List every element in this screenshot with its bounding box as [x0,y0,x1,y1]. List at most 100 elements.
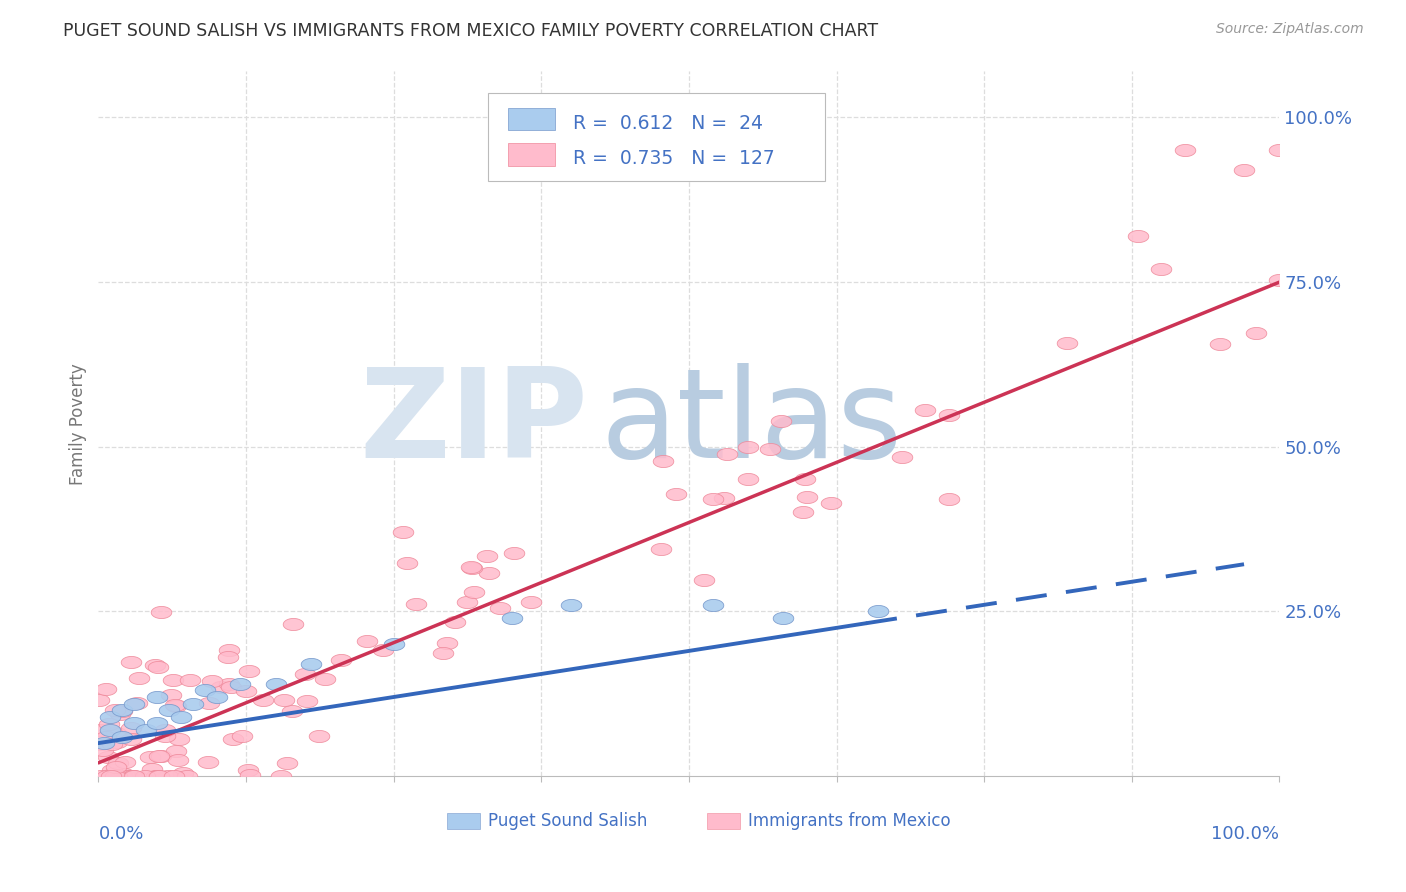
Point [166,753,188,767]
Bar [508,144,555,166]
Bar [508,108,555,130]
Point [314,672,336,686]
Point [111,704,134,718]
Point [1209,336,1232,351]
Y-axis label: Family Poverty: Family Poverty [69,363,87,484]
Point [165,744,187,758]
Point [219,681,242,695]
Point [104,703,127,717]
Point [460,560,482,574]
Point [98,723,121,737]
Point [148,769,170,783]
Point [122,769,145,783]
Point [503,546,526,560]
Point [149,748,172,763]
Point [737,440,759,454]
Point [461,561,484,575]
Point [713,491,735,505]
Point [308,729,330,743]
Point [104,769,127,783]
Point [122,716,145,731]
Point [141,762,163,776]
Point [90,723,112,737]
Point [329,653,352,667]
Text: 0.0%: 0.0% [98,825,143,843]
Point [103,769,125,783]
Point [252,693,274,707]
Point [436,636,458,650]
Point [758,442,780,456]
FancyBboxPatch shape [488,93,825,180]
Point [231,729,253,743]
Point [1056,335,1078,350]
Text: 100.0%: 100.0% [1212,825,1279,843]
Point [98,710,121,724]
Point [105,769,128,783]
Text: atlas: atlas [600,363,903,484]
Point [702,492,724,507]
Point [1150,261,1173,276]
Point [463,585,485,599]
Point [238,664,260,678]
Point [295,693,318,707]
Point [890,450,912,465]
Point [820,496,842,510]
Point [281,617,304,632]
Point [264,677,287,691]
Point [96,769,118,783]
Point [650,541,672,556]
Point [198,697,221,711]
Point [217,650,239,665]
Point [209,681,232,695]
Point [93,736,115,750]
Point [172,765,194,780]
Point [692,573,714,587]
Point [115,769,138,783]
Point [356,634,378,648]
Point [170,710,193,724]
Point [218,643,240,657]
Point [97,750,120,764]
Point [560,598,582,612]
Point [520,594,543,608]
Point [146,716,169,731]
Point [153,729,176,743]
Point [122,697,145,711]
Point [139,749,162,764]
Point [134,769,156,783]
Point [181,697,204,711]
Point [737,472,759,486]
Point [1233,163,1256,178]
Point [100,737,122,751]
Point [276,756,298,770]
Point [1244,326,1267,341]
Point [299,657,322,671]
Text: Puget Sound Salish: Puget Sound Salish [488,812,648,830]
Point [162,673,184,688]
Point [652,453,675,467]
Text: Immigrants from Mexico: Immigrants from Mexico [748,812,950,830]
Point [432,646,454,660]
Text: Source: ZipAtlas.com: Source: ZipAtlas.com [1216,22,1364,37]
Point [794,472,817,486]
Point [100,769,122,783]
Point [176,769,198,783]
Point [111,703,134,717]
Point [395,557,418,571]
Text: R =  0.612   N =  24: R = 0.612 N = 24 [574,114,763,133]
Point [105,769,128,783]
Point [1268,144,1291,158]
Point [205,690,228,704]
Point [157,703,180,717]
Point [914,403,936,417]
Point [294,667,316,681]
Point [120,721,142,735]
Point [163,698,186,713]
Point [716,447,738,461]
Point [143,657,166,672]
Point [94,682,117,697]
Point [201,674,224,689]
Point [866,604,889,618]
Point [938,492,960,507]
Point [125,697,148,711]
